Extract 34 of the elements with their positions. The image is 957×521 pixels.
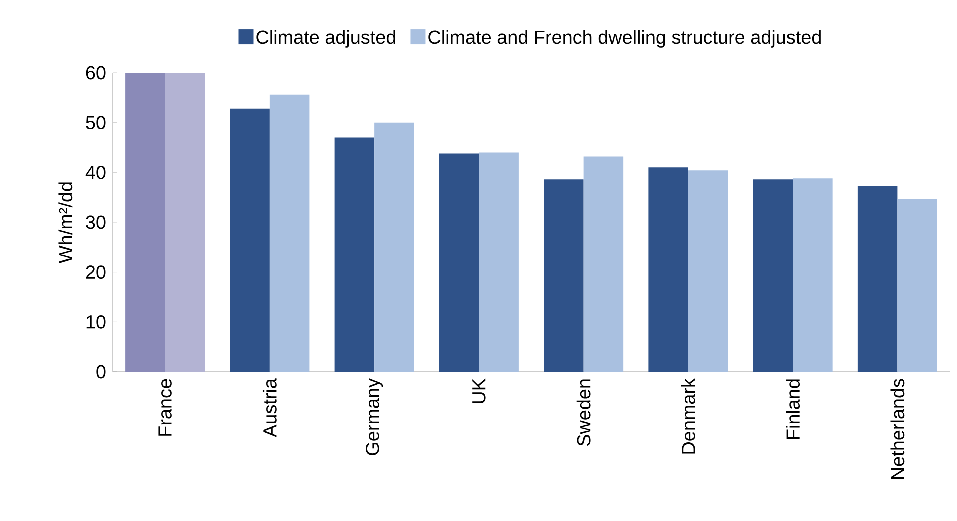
bar [753, 180, 794, 372]
x-tick-label: Germany [366, 378, 384, 456]
bar [439, 154, 480, 372]
y-tick-label: 20 [86, 266, 106, 280]
bar [858, 186, 898, 372]
legend-label: Climate and French dwelling structure adjusted [428, 30, 821, 48]
x-tick-label: Finland [786, 380, 800, 440]
bar [584, 156, 624, 372]
bar [334, 138, 375, 372]
bar [648, 168, 688, 372]
bar [479, 152, 519, 372]
x-tick-label: Sweden [576, 380, 591, 446]
bar [165, 73, 206, 372]
bar [544, 180, 584, 372]
x-tick-label: France [158, 379, 172, 436]
y-tick-label: 40 [86, 166, 106, 180]
y-tick-label: 10 [86, 315, 106, 329]
y-tick-label: 50 [86, 116, 106, 130]
x-tick-label: Netherlands [890, 379, 905, 480]
legend-label: Climate adjusted [256, 30, 396, 48]
bar [688, 170, 728, 372]
y-tick-label: 0 [96, 365, 106, 379]
bar [374, 122, 414, 372]
x-tick-label: UK [472, 378, 486, 404]
y-axis-title: Wh/m²/dd [58, 182, 73, 264]
bar [898, 199, 938, 372]
y-tick-label: 30 [86, 216, 106, 230]
y-tick-label: 60 [86, 66, 106, 80]
x-tick-label: Austria [262, 378, 277, 438]
x-tick-label: Denmark [681, 378, 696, 454]
bar [230, 108, 270, 372]
bar [270, 94, 310, 372]
bar [126, 73, 166, 372]
bar [793, 178, 833, 372]
